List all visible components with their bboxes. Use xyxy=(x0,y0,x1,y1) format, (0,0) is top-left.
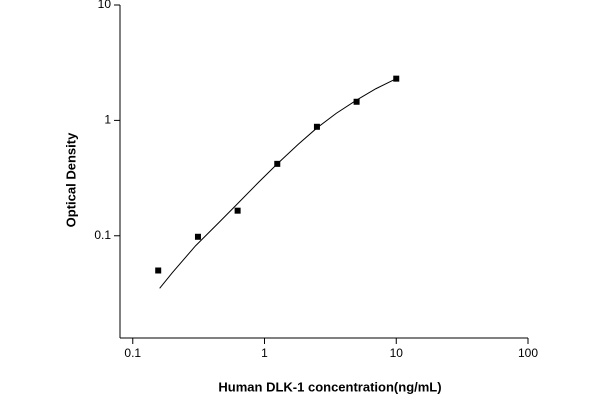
y-tick-label: 0.1 xyxy=(94,228,111,242)
fit-curve xyxy=(159,78,397,289)
x-tick-label: 0.1 xyxy=(124,346,141,360)
y-axis-title: Optical Density xyxy=(63,132,78,227)
point xyxy=(353,98,360,105)
point xyxy=(234,207,241,214)
x-tick-label: 100 xyxy=(518,346,538,360)
y-tick-label: 1 xyxy=(104,113,111,127)
point xyxy=(313,123,320,130)
x-tick-label: 1 xyxy=(261,346,268,360)
x-axis-title: Human DLK-1 concentration(ng/mL) xyxy=(218,379,441,394)
y-tick-label: 10 xyxy=(98,0,112,11)
point xyxy=(393,75,400,82)
point xyxy=(194,233,201,240)
point xyxy=(274,160,281,167)
point xyxy=(155,267,162,274)
x-tick-label: 10 xyxy=(390,346,404,360)
